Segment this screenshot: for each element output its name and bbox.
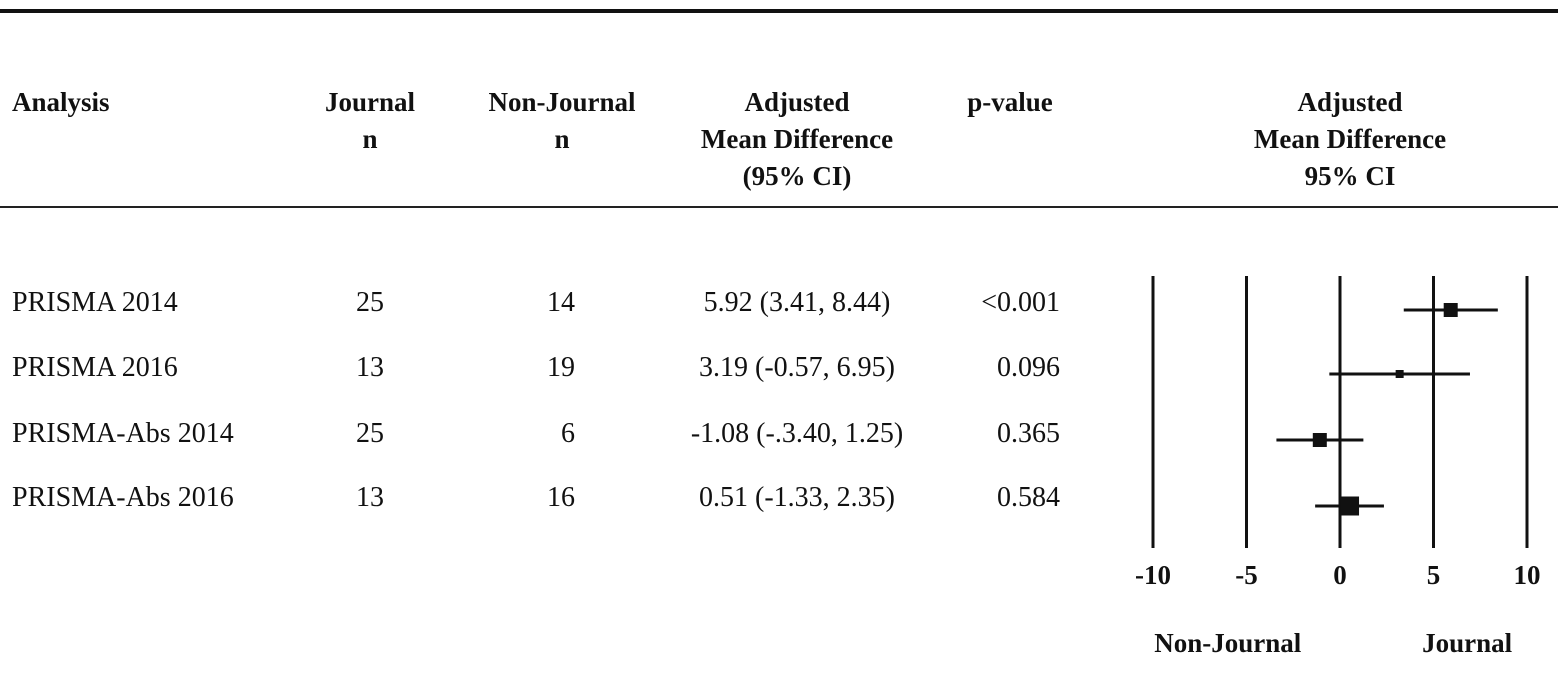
x-tick-label: -10 bbox=[1135, 560, 1171, 590]
cell-nonjournal-n: 16 bbox=[547, 482, 575, 513]
header-p-value: p-value bbox=[967, 87, 1053, 117]
header-journal-n: Journal n bbox=[324, 87, 416, 154]
cell-adjusted-mean-difference: 3.19 (-0.57, 6.95) bbox=[699, 352, 895, 383]
cell-journal-n: 25 bbox=[356, 418, 384, 449]
x-tick-label: -5 bbox=[1235, 560, 1258, 590]
cell-p-value: 0.365 bbox=[997, 418, 1060, 449]
cell-nonjournal-n: 19 bbox=[547, 352, 575, 383]
cell-nonjournal-n: 14 bbox=[547, 287, 575, 318]
point-estimate-marker bbox=[1340, 496, 1360, 516]
point-estimate-marker bbox=[1443, 303, 1458, 317]
cell-analysis: PRISMA 2016 bbox=[12, 352, 178, 383]
forest-plot: -10 -5 0 5 10 Non-Journal Journal bbox=[1135, 276, 1541, 658]
cell-analysis: PRISMA 2014 bbox=[12, 287, 178, 318]
header-analysis: Analysis bbox=[12, 87, 110, 117]
table-top-rule bbox=[0, 9, 1558, 13]
cell-nonjournal-n: 6 bbox=[561, 418, 575, 449]
cell-journal-n: 13 bbox=[356, 352, 384, 383]
cell-p-value: 0.096 bbox=[997, 352, 1060, 383]
cell-adjusted-mean-difference: 5.92 (3.41, 8.44) bbox=[703, 287, 891, 318]
favours-right-label: Journal bbox=[1422, 628, 1513, 658]
cell-journal-n: 13 bbox=[356, 482, 384, 513]
header-divider-rule bbox=[0, 206, 1558, 208]
x-tick-label: 10 bbox=[1514, 560, 1541, 590]
cell-p-value: 0.584 bbox=[997, 482, 1060, 513]
header-adjusted-mean-difference-ci: Adjusted Mean Difference (95% CI) bbox=[700, 87, 894, 191]
header-nonjournal-n: Non-Journal n bbox=[488, 87, 636, 154]
point-estimate-marker bbox=[1312, 433, 1327, 447]
cell-adjusted-mean-difference: 0.51 (-1.33, 2.35) bbox=[699, 482, 895, 513]
x-tick-label: 0 bbox=[1333, 560, 1347, 590]
cell-p-value: <0.001 bbox=[981, 287, 1060, 318]
header-forest-plot: Adjusted Mean Difference 95% CI bbox=[1253, 87, 1447, 191]
favours-left-label: Non-Journal bbox=[1154, 628, 1302, 658]
cell-analysis: PRISMA-Abs 2014 bbox=[12, 418, 234, 449]
cell-analysis: PRISMA-Abs 2016 bbox=[12, 482, 234, 513]
point-estimate-marker bbox=[1395, 370, 1404, 378]
cell-journal-n: 25 bbox=[356, 287, 384, 318]
cell-adjusted-mean-difference: -1.08 (-.3.40, 1.25) bbox=[690, 418, 904, 449]
x-tick-label: 5 bbox=[1427, 560, 1441, 590]
